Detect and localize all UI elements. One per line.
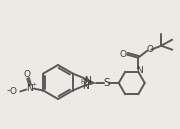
Text: N: N (26, 84, 33, 93)
Text: O: O (24, 70, 31, 79)
Text: -: - (6, 86, 10, 95)
Text: N: N (82, 82, 89, 91)
Text: N: N (84, 76, 91, 85)
Text: +: + (31, 82, 36, 87)
Text: O: O (147, 45, 154, 54)
Text: S: S (103, 78, 110, 88)
Text: O: O (10, 87, 17, 96)
Text: H: H (80, 79, 85, 86)
Text: O: O (120, 50, 127, 59)
Text: N: N (136, 66, 143, 75)
